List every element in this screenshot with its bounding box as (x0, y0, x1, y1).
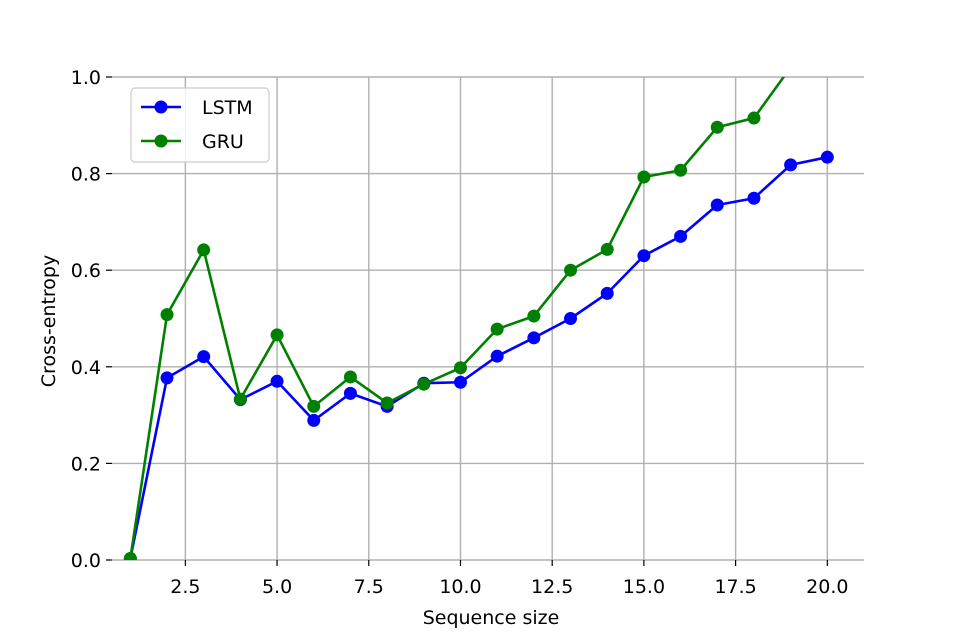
legend: LSTM GRU (130, 87, 270, 163)
data-point-lstm (784, 158, 798, 172)
x-tick-label: 12.5 (531, 576, 573, 598)
data-point-gru (197, 243, 211, 257)
legend-label-lstm: LSTM (202, 97, 253, 119)
y-tick-label: 0.4 (71, 357, 101, 379)
data-point-lstm (710, 198, 724, 212)
data-point-lstm (674, 229, 688, 243)
data-point-lstm (527, 331, 541, 345)
data-point-gru (600, 242, 614, 256)
data-point-gru (527, 309, 541, 323)
data-point-gru (233, 392, 247, 406)
data-point-lstm (453, 375, 467, 389)
x-tick-label: 10.0 (439, 576, 481, 598)
legend-label-gru: GRU (202, 131, 244, 153)
series-line-lstm (129, 155, 828, 559)
x-tick-label: 17.5 (714, 576, 756, 598)
data-point-lstm (747, 191, 761, 205)
y-tick-label: 0.8 (71, 164, 101, 186)
grid (112, 76, 864, 561)
axis-ticks: 2.5 5.0 7.5 10.0 12.5 15.0 17.5 20.0 0.0 0.2 0.4 0.… (71, 67, 849, 598)
data-point-lstm (343, 386, 357, 400)
data-point-gru (453, 361, 467, 375)
x-tick-label: 7.5 (354, 576, 384, 598)
data-point-gru (123, 552, 137, 560)
data-point-gru (784, 61, 797, 74)
data-point-gru (710, 120, 724, 134)
data-point-lstm (270, 374, 284, 388)
data-point-gru (747, 111, 761, 125)
legend-marker-lstm (154, 100, 168, 114)
data-point-gru (270, 328, 284, 342)
data-point-gru (307, 399, 321, 413)
data-point-gru (380, 396, 394, 410)
data-point-gru (674, 163, 688, 177)
legend-marker-gru (154, 134, 168, 148)
data-point-lstm (490, 349, 504, 363)
data-point-lstm (307, 413, 321, 427)
x-axis-label: Sequence size (423, 607, 560, 629)
x-tick-label: 2.5 (170, 576, 200, 598)
data-point-gru (637, 170, 651, 184)
y-tick-label: 0.0 (71, 550, 101, 572)
data-point-lstm (600, 286, 614, 300)
y-tick-label: 0.6 (71, 260, 101, 282)
x-tick-label: 15.0 (623, 576, 665, 598)
data-point-lstm (564, 312, 578, 325)
data-point-lstm (197, 350, 211, 364)
data-point-gru (417, 377, 431, 391)
series-gru (123, 61, 797, 560)
series-lstm (123, 150, 834, 560)
data-point-lstm (820, 150, 834, 164)
data-point-gru (490, 322, 504, 336)
data-point-gru (160, 308, 174, 322)
data-point-gru (564, 263, 578, 277)
x-tick-label: 5.0 (262, 576, 292, 598)
y-axis-label: Cross-entropy (38, 255, 60, 387)
y-tick-label: 0.2 (71, 453, 101, 475)
data-point-gru (343, 370, 357, 384)
series-lines (123, 61, 834, 560)
x-tick-label: 20.0 (806, 576, 848, 598)
y-tick-label: 1.0 (71, 67, 101, 89)
data-point-lstm (637, 249, 651, 263)
data-point-lstm (160, 371, 174, 385)
